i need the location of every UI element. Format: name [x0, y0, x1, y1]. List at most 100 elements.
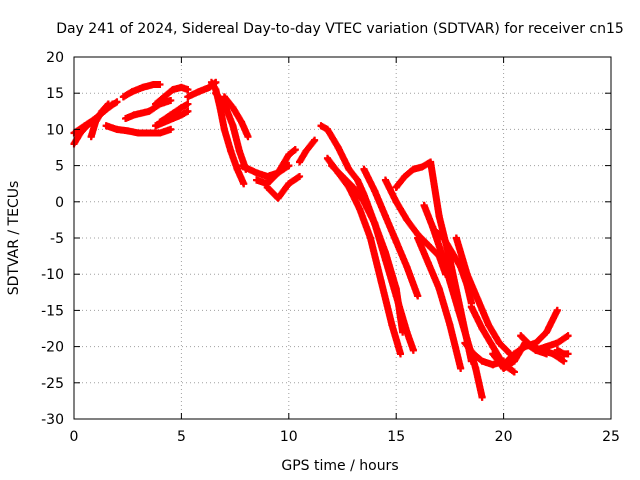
x-tick-label: 25 [602, 429, 620, 445]
y-axis-title: SDTVAR / TECUs [6, 181, 22, 296]
series-arc-26 [431, 227, 475, 307]
data-point [317, 122, 325, 130]
data-point [274, 194, 282, 202]
data-point [145, 107, 153, 115]
data-point [439, 234, 447, 242]
data-point [461, 339, 469, 347]
data-point [296, 158, 304, 166]
data-point [553, 346, 561, 354]
series-arc-21 [360, 165, 422, 300]
data-point [130, 111, 138, 119]
data-point [102, 122, 110, 130]
data-point [463, 270, 471, 278]
x-tick-label: 20 [495, 429, 513, 445]
data-point [371, 220, 379, 228]
data-point [296, 172, 304, 180]
data-point [235, 147, 243, 155]
y-tick-label: 5 [55, 159, 64, 175]
data-point [263, 183, 271, 191]
data-point [122, 115, 130, 123]
data-point [229, 122, 237, 130]
data-point [392, 183, 400, 191]
data-point [104, 100, 112, 108]
series-arc-5 [119, 81, 164, 101]
data-point [349, 183, 357, 191]
data-point [152, 122, 160, 130]
data-point [549, 350, 557, 358]
data-point [403, 263, 411, 271]
data-point [207, 78, 215, 86]
data-point [229, 104, 237, 112]
data-point [253, 176, 261, 184]
data-point [113, 125, 121, 133]
data-point [424, 259, 432, 267]
data-point [119, 93, 127, 101]
data-point [152, 100, 160, 108]
data-point [560, 357, 568, 365]
data-point [328, 162, 336, 170]
x-tick-label: 0 [70, 429, 79, 445]
data-point [532, 346, 540, 354]
series-arc-33 [532, 332, 572, 354]
data-point [169, 86, 177, 94]
data-point [495, 339, 503, 347]
data-point [403, 216, 411, 224]
data-point [238, 162, 246, 170]
data-point [510, 350, 518, 358]
data-point [160, 93, 168, 101]
data-point [285, 162, 293, 170]
data-point [184, 86, 192, 94]
y-tick-label: -5 [50, 231, 64, 247]
data-point [169, 115, 177, 123]
data-point [418, 163, 426, 171]
data-point [435, 285, 443, 293]
data-point [448, 248, 456, 256]
data-point [381, 256, 389, 264]
x-axis-title: GPS time / hours [281, 458, 398, 474]
grid-lines [74, 57, 611, 419]
y-tick-label: 20 [46, 50, 64, 66]
data-point [366, 234, 374, 242]
data-point [311, 136, 319, 144]
data-point [220, 125, 228, 133]
data-point [220, 93, 228, 101]
data-point [424, 241, 432, 249]
series-arc-16 [263, 172, 304, 202]
data-point [134, 129, 142, 137]
data-point [87, 133, 95, 141]
data-point [396, 350, 404, 358]
data-point [446, 277, 454, 285]
data-point [427, 158, 435, 166]
data-point [244, 133, 252, 141]
data-point [392, 292, 400, 300]
data-point [285, 180, 293, 188]
data-point [98, 107, 106, 115]
series-arc-17 [296, 136, 319, 166]
data-point [510, 357, 518, 365]
series-arc-31 [500, 306, 561, 369]
data-point [510, 368, 518, 376]
data-point [401, 172, 409, 180]
y-tick-label: -10 [41, 267, 64, 283]
data-point [212, 89, 220, 97]
data-point [253, 169, 261, 177]
data-point [553, 306, 561, 314]
data-point [177, 83, 185, 91]
data-point [420, 201, 428, 209]
data-point [414, 234, 422, 242]
data-point [377, 277, 385, 285]
data-point [457, 364, 465, 372]
series-arc-3 [87, 100, 112, 141]
data-point [470, 350, 478, 358]
data-point [177, 111, 185, 119]
data-point [156, 81, 164, 89]
data-point [454, 306, 462, 314]
y-tick-label: 10 [46, 122, 64, 138]
data-point [467, 303, 475, 311]
data-point [124, 127, 132, 135]
data-point [371, 187, 379, 195]
data-point [446, 321, 454, 329]
y-tick-label: -20 [41, 340, 64, 356]
x-tick-label: 5 [177, 429, 186, 445]
